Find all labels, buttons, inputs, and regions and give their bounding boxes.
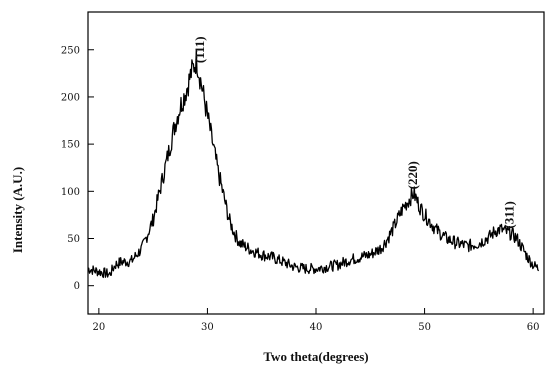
y-tick-label: 100 (61, 187, 80, 198)
x-axis: 20 30 40 50 60 (92, 308, 540, 333)
x-tick-label: 30 (201, 322, 214, 333)
y-tick-label: 50 (67, 234, 80, 245)
peak-annotation-label: (111) (192, 36, 207, 63)
peak-annotation-label: (311) (502, 201, 517, 228)
peak-annotations: (111) (220) (311) (192, 36, 516, 228)
y-axis: 0 50 100 150 200 250 (61, 45, 94, 292)
intensity-series-line (87, 48, 540, 279)
y-tick-label: 0 (74, 281, 80, 292)
y-tick-label: 200 (61, 92, 80, 103)
x-tick-label: 40 (310, 322, 323, 333)
peak-annotation-label: (220) (405, 161, 420, 189)
y-tick-label: 150 (61, 140, 80, 151)
x-tick-label: 60 (527, 322, 540, 333)
x-axis-title: Two theta(degrees) (263, 349, 368, 364)
y-axis-title: Intensity (A.U.) (10, 167, 25, 253)
y-tick-label: 250 (61, 45, 80, 56)
x-tick-label: 50 (418, 322, 431, 333)
x-tick-label: 20 (92, 322, 105, 333)
